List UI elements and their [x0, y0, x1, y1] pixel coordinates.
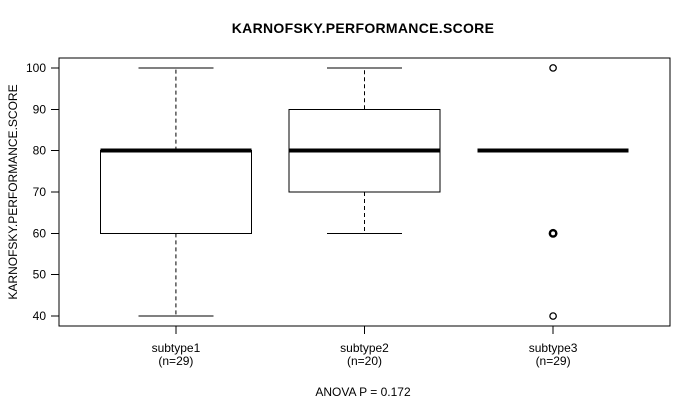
outlier-point — [549, 312, 557, 320]
y-axis-tick-label: 40 — [33, 309, 47, 323]
outlier-point — [548, 228, 558, 238]
chart-title: KARNOFSKY.PERFORMANCE.SCORE — [231, 20, 495, 36]
anova-annotation: ANOVA P = 0.172 — [315, 385, 411, 399]
y-axis-tick-label: 60 — [33, 226, 47, 240]
group-sublabel: (n=29) — [158, 354, 193, 368]
iqr-box — [99, 150, 252, 234]
group-sublabel: (n=29) — [536, 354, 571, 368]
y-axis-tick-label: 80 — [33, 144, 47, 158]
outlier-point — [549, 64, 557, 72]
y-axis-tick-label: 50 — [33, 268, 47, 282]
group-label: subtype3 — [529, 341, 578, 355]
y-axis-tick-label: 100 — [26, 61, 46, 75]
y-axis-tick-label: 90 — [33, 102, 47, 116]
group-label: subtype2 — [340, 341, 389, 355]
y-axis-tick-label: 70 — [33, 185, 47, 199]
group-label: subtype1 — [152, 341, 201, 355]
group-sublabel: (n=20) — [347, 354, 382, 368]
